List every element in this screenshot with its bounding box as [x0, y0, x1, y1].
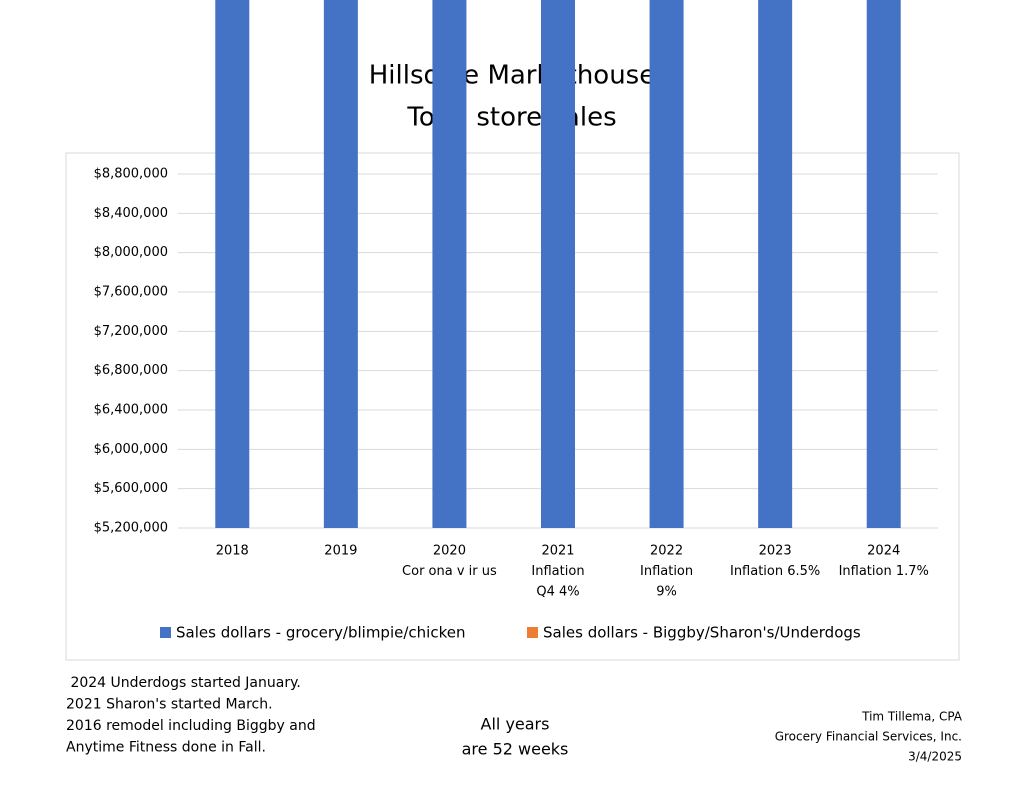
note: 2024 Underdogs started January.: [66, 675, 301, 691]
bar-segment: [541, 0, 575, 529]
x-tick-label: Cor ona v ir us: [402, 564, 497, 579]
x-tick-label: Inflation 6.5%: [730, 564, 820, 579]
note: 2021 Sharon's started March.: [66, 697, 273, 713]
y-tick-label: $5,600,000: [94, 481, 168, 496]
chart-title: Hillsdale Markethouse: [369, 61, 655, 91]
x-tick-label: 2021: [541, 544, 574, 559]
x-tick-label: 2018: [216, 544, 249, 559]
y-tick-label: $7,200,000: [94, 324, 168, 339]
note: Anytime Fitness done in Fall.: [66, 740, 266, 756]
bar-segment: [432, 0, 467, 528]
x-tick-label: 2022: [650, 544, 683, 559]
x-tick-label: Inflation: [640, 564, 693, 579]
y-tick-label: $6,800,000: [94, 363, 168, 378]
legend-label: Sales dollars - Biggby/Sharon's/Underdog…: [543, 624, 861, 642]
x-tick-label: 2024: [867, 544, 900, 559]
x-tick-label: Q4 4%: [536, 585, 579, 600]
y-tick-label: $8,400,000: [94, 206, 168, 221]
center-note: are 52 weeks: [462, 740, 569, 759]
bar-segment: [323, 0, 358, 528]
legend-swatch: [527, 627, 538, 638]
x-tick-label: Inflation 1.7%: [839, 564, 929, 579]
x-tick-label: Inflation: [531, 564, 584, 579]
legend-swatch: [160, 627, 171, 638]
credit: 3/4/2025: [908, 750, 962, 764]
center-note: All years: [481, 715, 550, 734]
credit: Tim Tillema, CPA: [861, 710, 963, 724]
y-tick-label: $6,400,000: [94, 403, 168, 418]
x-tick-label: 2020: [433, 544, 466, 559]
y-tick-label: $6,000,000: [94, 442, 168, 457]
bar-segment: [758, 0, 793, 529]
bar-segment: [649, 0, 684, 528]
bar-segment: [866, 0, 901, 528]
y-tick-label: $5,200,000: [94, 521, 168, 536]
note: 2016 remodel including Biggby and: [66, 718, 316, 734]
y-tick-label: $8,800,000: [94, 167, 168, 182]
bar-segment: [215, 0, 250, 529]
credit: Grocery Financial Services, Inc.: [775, 730, 962, 744]
y-tick-label: $8,000,000: [94, 245, 168, 260]
y-tick-label: $7,600,000: [94, 285, 168, 300]
x-tick-label: 9%: [656, 585, 677, 600]
legend-label: Sales dollars - grocery/blimpie/chicken: [176, 624, 465, 642]
x-tick-label: 2019: [324, 544, 357, 559]
chart-frame: [65, 152, 960, 661]
x-tick-label: 2023: [759, 544, 792, 559]
